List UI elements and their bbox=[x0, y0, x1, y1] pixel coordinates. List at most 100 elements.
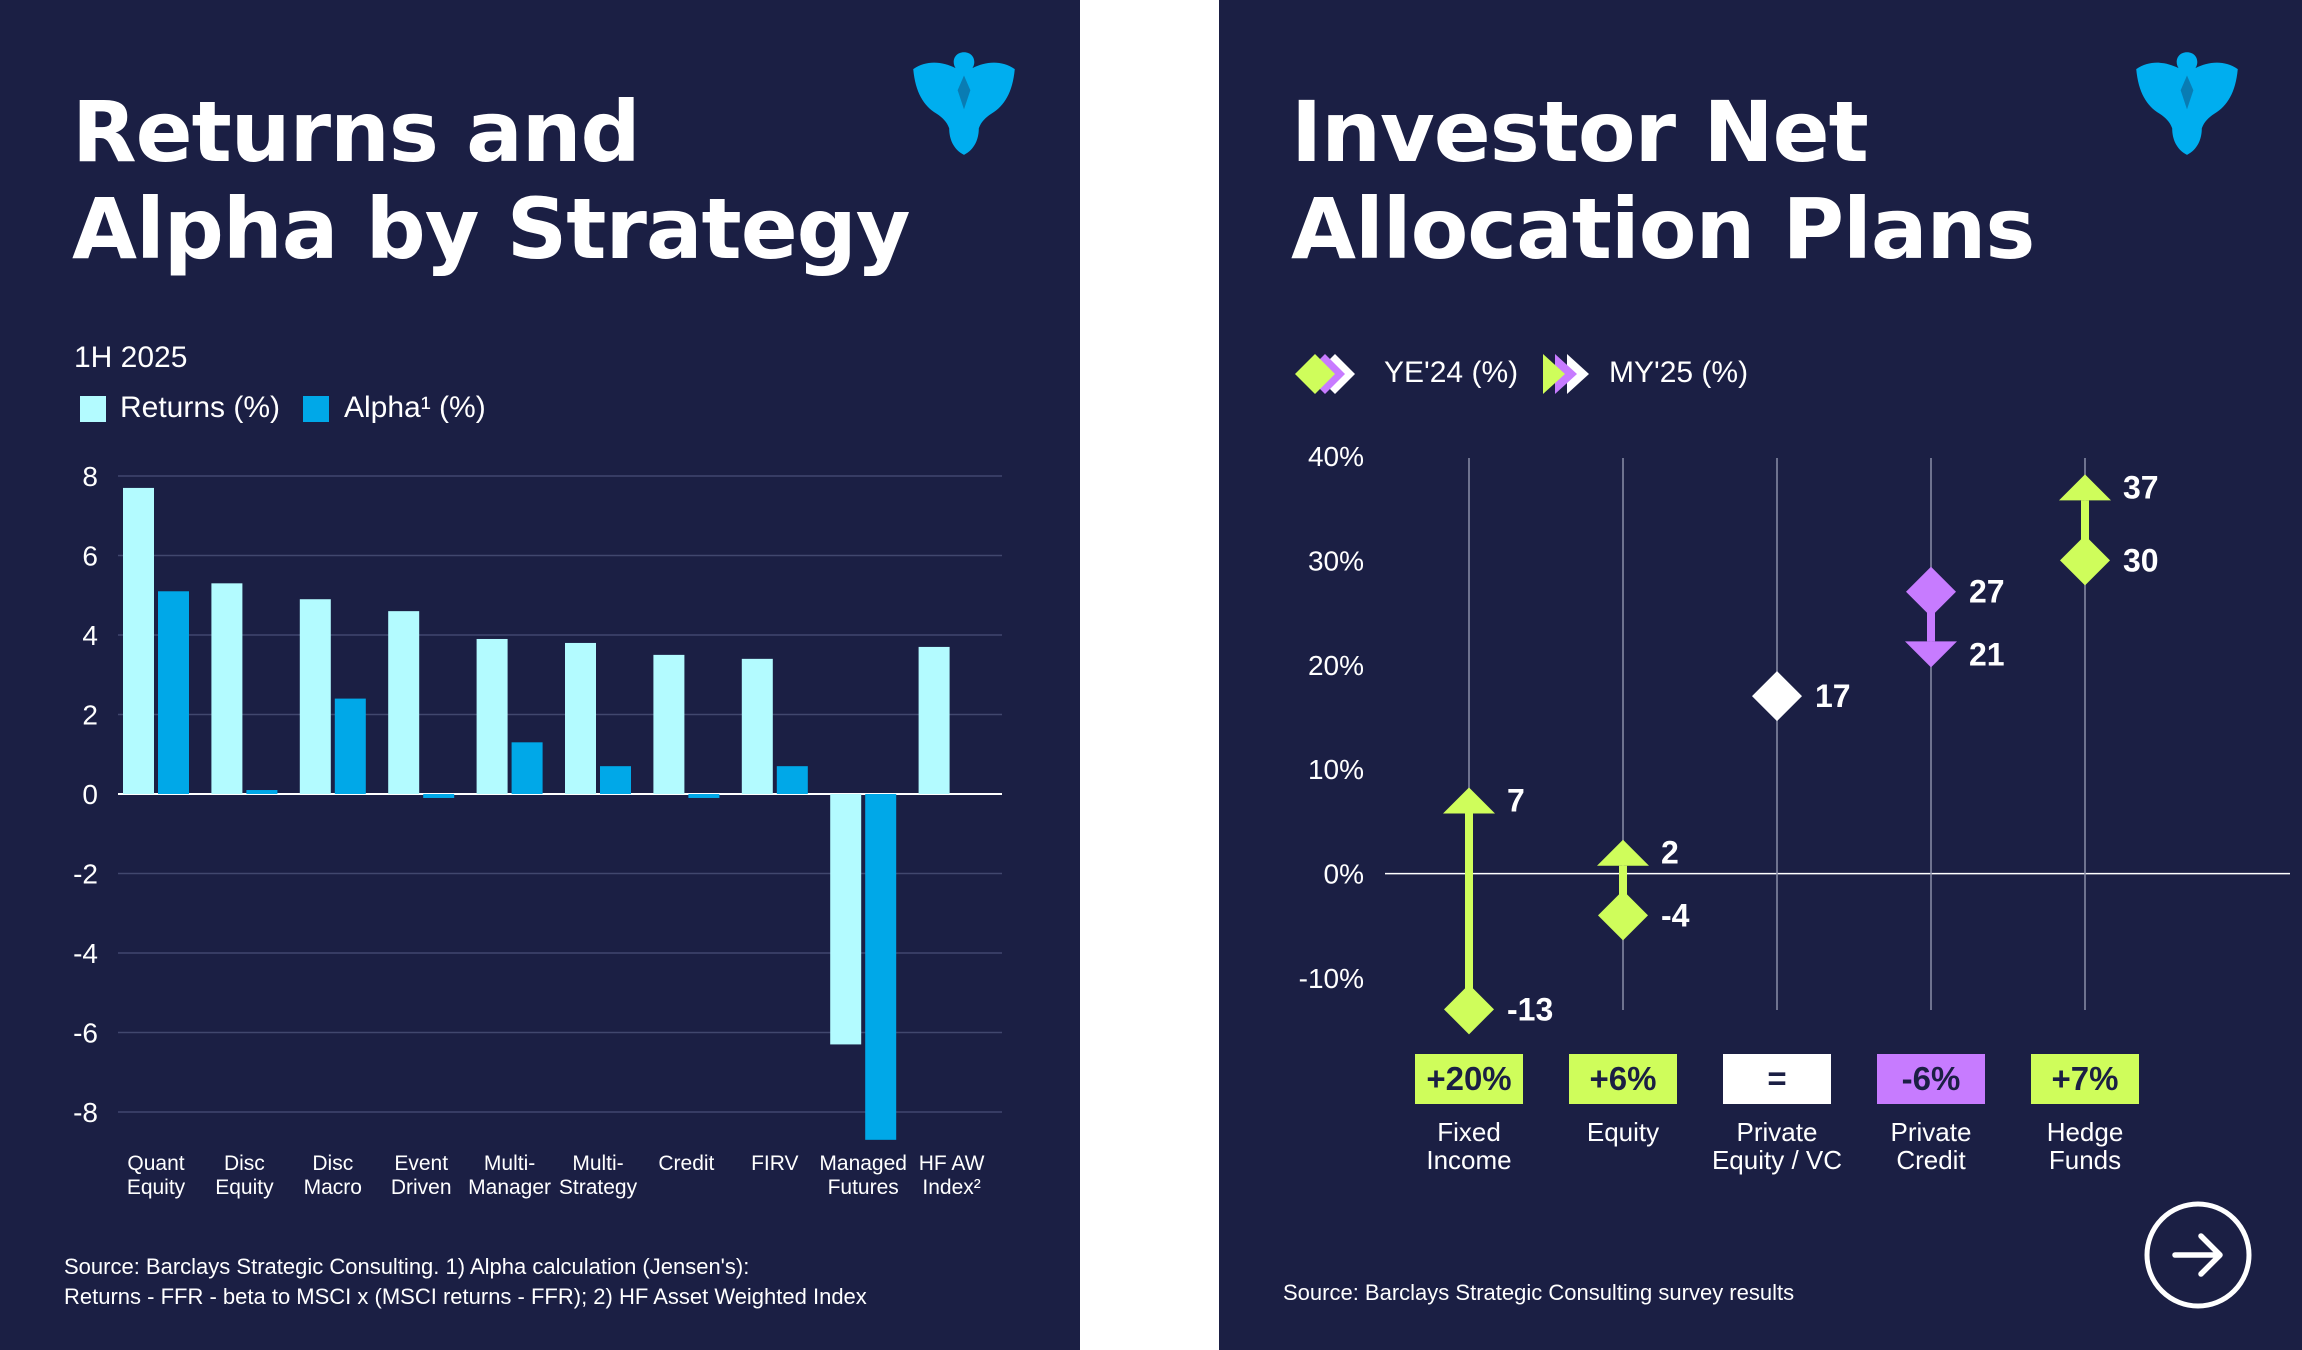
ye24-diamond-marker bbox=[1906, 566, 1956, 617]
returns-bar bbox=[123, 487, 154, 794]
category-label: Quant bbox=[127, 1152, 184, 1175]
returns-bar bbox=[918, 646, 950, 794]
returns-legend-swatch bbox=[80, 396, 106, 422]
y-tick-label: -6 bbox=[73, 1018, 98, 1049]
right-title-line2: Allocation Plans bbox=[1291, 180, 2035, 278]
change-badge-text: +6% bbox=[1590, 1060, 1657, 1097]
y-tick-label: 8 bbox=[82, 461, 98, 492]
my25-arrowhead-marker bbox=[2059, 474, 2111, 501]
eagle-logo-icon bbox=[2136, 52, 2238, 155]
ye24-diamond-marker bbox=[2060, 535, 2110, 586]
category-label: Private bbox=[1891, 1117, 1972, 1147]
ye24-value-label: 17 bbox=[1815, 678, 1851, 714]
alpha-bar bbox=[334, 698, 366, 794]
y-tick-label: 40% bbox=[1308, 441, 1364, 472]
left-title-line2: Alpha by Strategy bbox=[72, 180, 911, 278]
ye24-value-label: 30 bbox=[2123, 542, 2159, 578]
returns-bar bbox=[830, 794, 862, 1045]
change-badge bbox=[1415, 1054, 1523, 1104]
alpha-legend-label: Alpha¹ (%) bbox=[344, 391, 486, 424]
alpha-bar bbox=[865, 794, 897, 1140]
category-label: Disc bbox=[224, 1152, 265, 1175]
y-tick-label: 0 bbox=[82, 779, 98, 810]
category-label: Strategy bbox=[559, 1176, 638, 1199]
my25-value-label: 21 bbox=[1969, 636, 2005, 672]
allocation-plans-panel: Investor Net Allocation Plans YE'24 (%) … bbox=[1219, 0, 2302, 1350]
arrow-right-circle-icon[interactable] bbox=[2143, 1200, 2253, 1310]
category-label: FIRV bbox=[751, 1152, 798, 1175]
change-badge bbox=[1723, 1054, 1831, 1104]
y-tick-label: 30% bbox=[1308, 545, 1364, 576]
y-tick-label: -10% bbox=[1299, 963, 1364, 994]
category-label: Disc bbox=[312, 1152, 353, 1175]
left-title-line1: Returns and bbox=[72, 83, 641, 181]
returns-alpha-bar-chart: 86420-2-4-6-8QuantEquityDiscEquityDiscMa… bbox=[73, 461, 1002, 1199]
alpha-bar bbox=[688, 794, 720, 798]
change-badge-text: = bbox=[1767, 1060, 1786, 1097]
left-chart-title: Returns and Alpha by Strategy bbox=[72, 83, 911, 278]
category-label: Driven bbox=[391, 1176, 452, 1199]
change-badge bbox=[1569, 1054, 1677, 1104]
left-source-note: Source: Barclays Strategic Consulting. 1… bbox=[64, 1252, 867, 1312]
category-label: Fixed bbox=[1437, 1117, 1501, 1147]
ye24-diamond-marker bbox=[1752, 671, 1802, 722]
y-tick-label: 20% bbox=[1308, 650, 1364, 681]
y-tick-label: -2 bbox=[73, 859, 98, 890]
change-badge-text: -6% bbox=[1902, 1060, 1961, 1097]
left-source-line2: Returns - FFR - beta to MSCI x (MSCI ret… bbox=[64, 1284, 867, 1309]
category-label: Multi- bbox=[484, 1152, 535, 1175]
my25-arrowhead-marker bbox=[1443, 787, 1495, 814]
ye24-diamond-marker bbox=[1598, 890, 1648, 941]
right-title-line1: Investor Net bbox=[1291, 83, 1869, 181]
y-tick-label: 4 bbox=[82, 620, 98, 651]
my25-arrowhead-marker bbox=[1905, 641, 1957, 668]
y-tick-label: -8 bbox=[73, 1097, 98, 1128]
category-label: Equity bbox=[1587, 1117, 1659, 1147]
alpha-bar bbox=[158, 591, 189, 794]
right-source-note: Source: Barclays Strategic Consulting su… bbox=[1283, 1280, 1795, 1305]
ye24-value-label: -4 bbox=[1661, 897, 1690, 933]
category-label: Credit bbox=[658, 1152, 714, 1175]
change-badge-text: +7% bbox=[2052, 1060, 2119, 1097]
my25-arrowhead-marker bbox=[1597, 839, 1649, 866]
y-tick-label: 2 bbox=[82, 700, 98, 731]
y-tick-label: 6 bbox=[82, 541, 98, 572]
y-tick-label: -4 bbox=[73, 938, 98, 969]
change-badge bbox=[1877, 1054, 1985, 1104]
category-label: Equity / VC bbox=[1712, 1145, 1842, 1175]
category-label: Equity bbox=[127, 1176, 186, 1199]
left-source-line1: Source: Barclays Strategic Consulting. 1… bbox=[64, 1254, 750, 1279]
alpha-bar bbox=[600, 766, 631, 794]
ye24-value-label: 27 bbox=[1969, 574, 2005, 610]
returns-bar bbox=[211, 583, 243, 794]
category-label: HF AW bbox=[919, 1152, 985, 1175]
returns-bar bbox=[653, 654, 685, 794]
category-label: Income bbox=[1426, 1145, 1511, 1175]
category-label: Multi- bbox=[572, 1152, 623, 1175]
category-label: Private bbox=[1737, 1117, 1818, 1147]
category-label: Managed bbox=[819, 1152, 907, 1175]
category-label: Funds bbox=[2049, 1145, 2121, 1175]
returns-bar bbox=[388, 611, 420, 794]
my25-value-label: 7 bbox=[1507, 783, 1525, 819]
ye24-diamond-marker bbox=[1444, 984, 1494, 1035]
ye24-value-label: -13 bbox=[1507, 991, 1553, 1027]
returns-bar bbox=[565, 642, 596, 794]
y-tick-label: 10% bbox=[1308, 754, 1364, 785]
change-badge-text: +20% bbox=[1426, 1060, 1511, 1097]
right-chart-title: Investor Net Allocation Plans bbox=[1291, 83, 2035, 278]
my25-legend-label: MY'25 (%) bbox=[1609, 356, 1749, 389]
change-badge bbox=[2031, 1054, 2139, 1104]
returns-bar bbox=[476, 638, 508, 794]
category-label: Credit bbox=[1896, 1145, 1966, 1175]
period-label: 1H 2025 bbox=[74, 341, 188, 374]
returns-bar bbox=[299, 599, 331, 794]
returns-legend-label: Returns (%) bbox=[120, 391, 281, 424]
category-label: Equity bbox=[215, 1176, 274, 1199]
category-label: Macro bbox=[304, 1176, 362, 1199]
category-label: Hedge bbox=[2047, 1117, 2124, 1147]
category-label: Event bbox=[394, 1152, 448, 1175]
returns-bar bbox=[741, 658, 773, 794]
alpha-bar bbox=[776, 766, 808, 794]
